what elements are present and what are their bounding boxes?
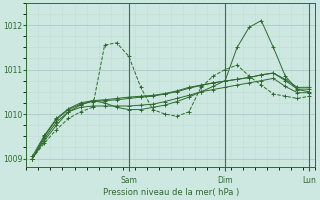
X-axis label: Pression niveau de la mer( hPa ): Pression niveau de la mer( hPa ) — [103, 188, 239, 197]
